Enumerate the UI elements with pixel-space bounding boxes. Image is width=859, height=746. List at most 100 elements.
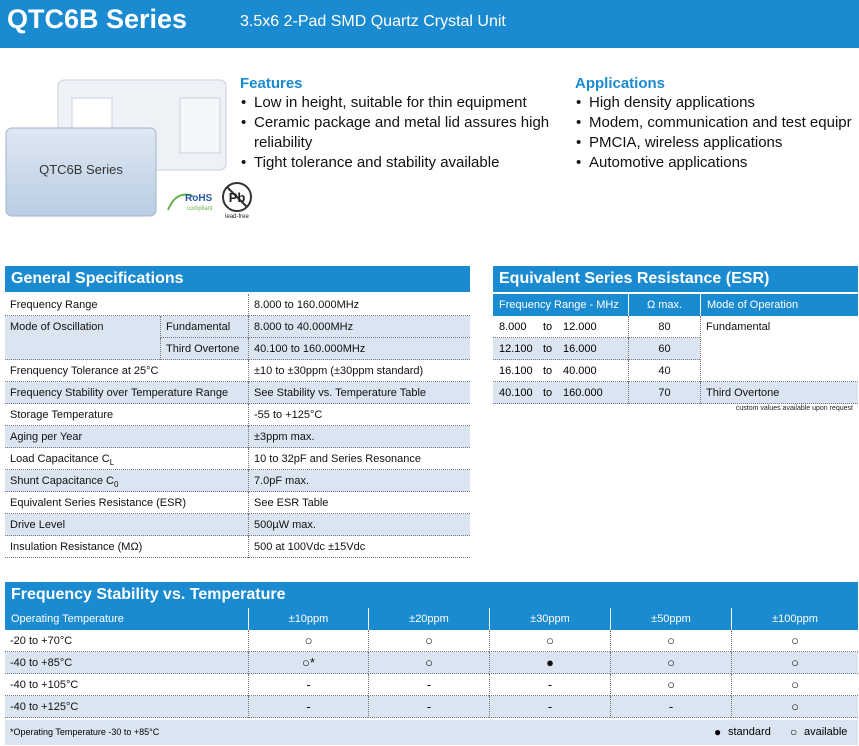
range-word: to (543, 387, 553, 399)
range-bg (493, 316, 628, 338)
range-bg (493, 338, 628, 360)
stability-cell: - (489, 674, 610, 696)
spec-label-text: Load Capacitance C (10, 453, 110, 465)
stability-cell: ○* (248, 652, 368, 674)
spec-label-text: Shunt Capacitance C (10, 475, 114, 487)
temperature-range: -40 to +105°C (5, 674, 248, 696)
legend-label: standard (728, 726, 771, 738)
spec-label: Shunt Capacitance C0 (5, 470, 248, 492)
range-word: to (543, 321, 553, 333)
title: QTC6B Series (7, 4, 188, 34)
feature-item: Tight tolerance and stability available (241, 153, 565, 173)
column-header: ±100ppm (731, 608, 858, 630)
pb-note: lead-free (225, 214, 249, 220)
feature-item: Low in height, suitable for thin equipme… (241, 93, 565, 113)
spec-value: 500µW max. (248, 514, 470, 536)
spec-label: Aging per Year (5, 426, 248, 448)
rohs-note: compliant (187, 206, 213, 212)
spec-label: Load Capacitance CL (5, 448, 248, 470)
footer-bg (5, 720, 858, 745)
stability-cell: ○ (610, 674, 731, 696)
application-item: High density applications (576, 93, 859, 113)
features-list: Low in height, suitable for thin equipme… (240, 93, 565, 173)
feature-item: Ceramic package and metal lid assures hi… (241, 113, 565, 153)
stability-cell: ○ (731, 630, 858, 652)
footnote: *Operating Temperature -30 to +85°C (10, 727, 160, 737)
lead-free-logo: Pb lead-free (222, 182, 252, 220)
spec-value: ±10 to ±30ppm (±30ppm standard) (248, 360, 470, 382)
spec-label: Insulation Resistance (MΩ) (5, 536, 248, 558)
stability-cell: ○ (610, 652, 731, 674)
stability-cell: ○ (610, 630, 731, 652)
spec-value: -55 to +125°C (248, 404, 470, 426)
column-header: Operating Temperature (5, 608, 248, 630)
temperature-range: -20 to +70°C (5, 630, 248, 652)
operation-mode: Third Overtone (700, 382, 858, 404)
range-from: 12.100 (499, 343, 533, 355)
range-bg (493, 360, 628, 382)
applications-list: High density applicationsModem, communic… (575, 93, 859, 173)
legend-symbol: ○ (790, 725, 798, 739)
column-header: ±50ppm (610, 608, 731, 630)
spec-value: 8.000 to 160.000MHz (248, 294, 470, 316)
stability-cell: - (489, 696, 610, 718)
range-to: 12.000 (563, 321, 597, 333)
stability-cell: - (610, 696, 731, 718)
spec-value: 500 at 100Vdc ±15Vdc (248, 536, 470, 558)
applications-title: Applications (575, 75, 666, 92)
ohm-max: 70 (628, 382, 700, 404)
spec-label: Mode of Oscillation (5, 316, 160, 360)
stability-cell: - (368, 696, 489, 718)
ohm-max: 80 (628, 316, 700, 338)
spec-label: Frenquency Tolerance at 25°C (5, 360, 248, 382)
operation-mode: Fundamental (700, 316, 858, 382)
applications: Applications High density applicationsMo… (575, 75, 859, 173)
stability-cell: ○ (248, 630, 368, 652)
legend-label: available (804, 726, 848, 738)
range-to: 40.000 (563, 365, 597, 377)
column-header: Ω max. (628, 294, 700, 316)
ohm-max: 40 (628, 360, 700, 382)
range-from: 16.100 (499, 365, 533, 377)
column-header: ±20ppm (368, 608, 489, 630)
ohm-max: 60 (628, 338, 700, 360)
stability-cell: ○ (489, 630, 610, 652)
features-title: Features (240, 75, 303, 92)
legend-symbol: ● (714, 725, 722, 739)
stability-cell: ● (489, 652, 610, 674)
product-image: QTC6B Series RoHS compliant (5, 79, 227, 217)
spec-sub-label: Fundamental (160, 316, 248, 338)
spec-value: ±3ppm max. (248, 426, 470, 448)
application-item: Automotive applications (576, 153, 859, 173)
stability-cell: ○ (731, 696, 858, 718)
range-bg (493, 382, 628, 404)
stability-cell: - (248, 696, 368, 718)
table-title: Equivalent Series Resistance (ESR) (493, 266, 858, 292)
spec-value: 8.000 to 40.000MHz (248, 316, 470, 338)
stability-cell: ○ (731, 674, 858, 696)
application-item: Modem, communication and test equipr (576, 113, 859, 133)
subtitle: 3.5x6 2-Pad SMD Quartz Crystal Unit (240, 13, 506, 30)
spec-label: Storage Temperature (5, 404, 248, 426)
spec-value: 40.100 to 160.000MHz (248, 338, 470, 360)
spec-value: 7.0pF max. (248, 470, 470, 492)
spec-value: See ESR Table (248, 492, 470, 514)
range-to: 16.000 (563, 343, 597, 355)
spec-label: Equivalent Series Resistance (ESR) (5, 492, 248, 514)
range-to: 160.000 (563, 387, 603, 399)
spec-label: Frequency Stability over Temperature Ran… (5, 382, 248, 404)
spec-value: See Stability vs. Temperature Table (248, 382, 470, 404)
range-word: to (543, 365, 553, 377)
esr-note: custom values available upon request (735, 405, 853, 412)
column-header: ±10ppm (248, 608, 368, 630)
stability-cell: ○ (368, 630, 489, 652)
header-bar (0, 0, 859, 48)
spec-value: 10 to 32pF and Series Resonance (248, 448, 470, 470)
table-title: General Specifications (5, 266, 470, 292)
spec-label: Drive Level (5, 514, 248, 536)
stability-cell: ○ (731, 652, 858, 674)
table-title: Frequency Stability vs. Temperature (5, 582, 858, 608)
range-from: 40.100 (499, 387, 533, 399)
stability-cell: - (248, 674, 368, 696)
product-label: QTC6B Series (39, 162, 123, 177)
